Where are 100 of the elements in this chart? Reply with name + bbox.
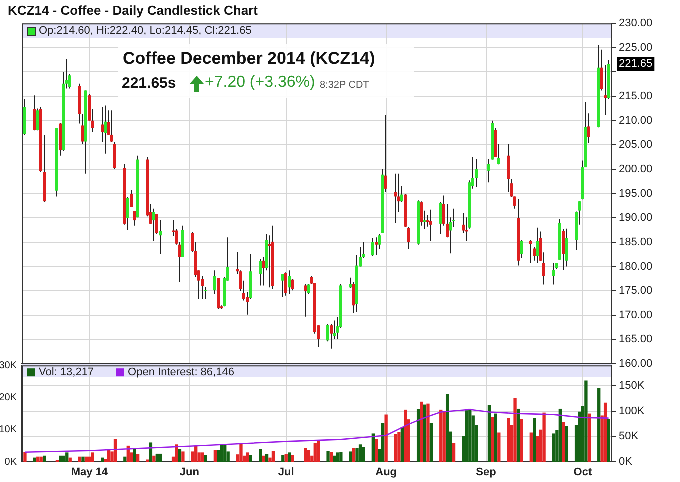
y2-tick-label: 50K	[619, 430, 640, 443]
bar	[200, 452, 204, 462]
y-tick-label: 185.00	[619, 236, 653, 248]
y2-tick-label: 150K	[619, 380, 646, 392]
bar	[562, 422, 566, 462]
bar	[326, 451, 330, 462]
bar	[152, 456, 156, 462]
bar	[159, 454, 162, 462]
bar	[272, 451, 276, 462]
bar	[384, 414, 388, 462]
bar	[175, 444, 178, 462]
legend-label: Vol: 13,217	[39, 366, 94, 379]
bar	[249, 455, 252, 462]
y-tick-label: 160.00	[619, 358, 653, 370]
bar	[520, 419, 524, 462]
chart-title: KCZ14 - Coffee - Daily Candlestick Chart	[8, 3, 258, 18]
bar	[356, 448, 359, 462]
bar	[33, 458, 36, 462]
bar	[340, 452, 343, 462]
annotation: +7.20 (+3.36%)	[205, 74, 316, 92]
candlestick	[604, 65, 608, 116]
bar	[558, 408, 562, 462]
bar	[42, 456, 46, 462]
bar	[84, 456, 88, 462]
bar	[68, 458, 72, 462]
bar	[382, 423, 385, 462]
bar	[182, 452, 185, 462]
x-tick-label: Aug	[376, 466, 398, 479]
bar	[468, 408, 472, 462]
text: 221.65	[619, 58, 653, 70]
bar	[398, 432, 401, 462]
y2-tick-label: 100K	[619, 405, 646, 418]
bar	[426, 404, 430, 462]
y-tick-label: 175.00	[619, 285, 653, 298]
bar	[288, 452, 292, 462]
bar	[333, 456, 336, 462]
bar	[214, 450, 218, 462]
bar	[136, 454, 140, 462]
bar	[91, 452, 95, 462]
y-tick-label: 30K	[0, 360, 18, 372]
annotation: Coffee December 2014 (KCZ14)	[123, 49, 376, 69]
bar	[124, 456, 127, 462]
bar	[336, 452, 340, 462]
y-tick-label: 0K	[4, 456, 18, 468]
candlestick	[268, 236, 272, 288]
bar	[565, 426, 568, 462]
y-tick-label: 215.00	[619, 90, 653, 103]
bar	[452, 443, 456, 462]
bar	[78, 456, 82, 462]
bar	[178, 449, 182, 462]
bar	[598, 388, 601, 462]
bar	[314, 443, 317, 462]
y-tick-label: 195.00	[619, 188, 653, 200]
bar	[607, 419, 610, 462]
bar	[552, 434, 556, 462]
bar	[304, 448, 308, 462]
bar	[430, 423, 434, 462]
bar	[584, 380, 588, 462]
bar	[372, 434, 375, 462]
bar	[101, 458, 104, 462]
bar	[588, 414, 592, 462]
x-tick-label: May 14	[71, 466, 109, 479]
bar	[317, 441, 320, 462]
bar	[394, 434, 398, 462]
annotation: 8:32P CDT	[320, 80, 370, 91]
bar	[59, 456, 62, 462]
bar	[291, 455, 294, 462]
bar	[533, 418, 536, 462]
bar	[265, 454, 269, 462]
bar	[440, 410, 443, 462]
bar	[282, 455, 285, 462]
bar	[498, 432, 501, 462]
x-tick-label: Sep	[476, 466, 497, 479]
annotation: 221.65s	[122, 75, 176, 92]
bar	[362, 447, 366, 462]
y-tick-label: 210.00	[619, 114, 653, 127]
bar	[514, 398, 517, 462]
bar	[204, 455, 208, 462]
legend-label: Open Interest: 86,146	[128, 366, 234, 379]
bar	[220, 444, 224, 462]
bar	[259, 449, 262, 462]
y-tick-label: 170.00	[619, 309, 653, 322]
bar	[507, 418, 510, 462]
bar	[358, 444, 362, 462]
bar	[107, 450, 111, 462]
y-tick-label: 20K	[0, 392, 18, 404]
bar	[240, 444, 243, 462]
bar	[262, 456, 266, 462]
y-tick-label: 205.00	[619, 139, 653, 152]
y-tick-label: 180.00	[619, 260, 653, 273]
bar	[491, 417, 494, 462]
bar	[66, 452, 69, 462]
x-tick-label: Oct	[574, 466, 592, 479]
x-tick-label: Jul	[278, 466, 294, 479]
candlestick	[394, 174, 398, 224]
y-tick-label: 165.00	[619, 334, 653, 346]
y-tick-label: 10K	[0, 424, 18, 436]
bar	[40, 456, 43, 462]
y-tick-label: 200.00	[619, 164, 653, 176]
bar	[36, 456, 40, 462]
